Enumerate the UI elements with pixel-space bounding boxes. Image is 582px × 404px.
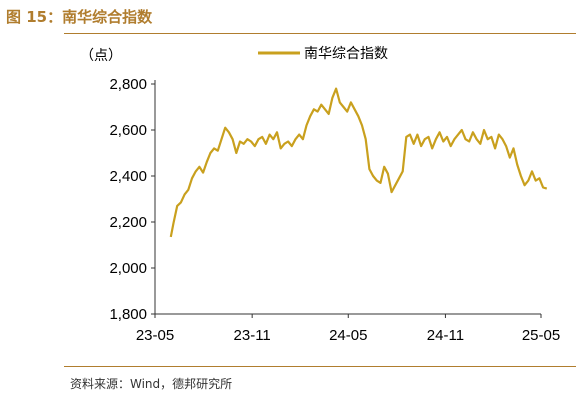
series-line-nanhua-index — [169, 87, 548, 238]
legend: 南华综合指数 — [258, 45, 388, 61]
x-tick-label: 25-05 — [522, 327, 560, 344]
y-tick-label: 2,000 — [109, 260, 147, 277]
y-tick-label: 1,800 — [109, 306, 147, 323]
x-tick-label: 23-11 — [234, 327, 271, 344]
y-axis-unit-label: （点） — [80, 47, 122, 63]
y-ticks: 1,800 2,000 2,200 2,400 2,600 2,800 — [109, 76, 155, 323]
footer-divider — [64, 366, 576, 367]
x-tick-label: 23-05 — [136, 327, 174, 344]
y-tick-label: 2,400 — [109, 168, 147, 185]
source-note: 资料来源：Wind，德邦研究所 — [70, 377, 233, 391]
legend-label: 南华综合指数 — [304, 45, 388, 61]
figure-title: 图 15：南华综合指数 — [6, 8, 153, 26]
y-tick-label: 2,600 — [109, 122, 147, 139]
title-divider — [64, 33, 576, 34]
x-tick-label: 24-11 — [427, 327, 464, 344]
y-tick-label: 2,800 — [109, 76, 147, 93]
y-tick-label: 2,200 — [109, 214, 147, 231]
x-ticks: 23-05 23-11 24-05 24-11 25-05 — [136, 314, 560, 344]
x-tick-label: 24-05 — [329, 327, 367, 344]
